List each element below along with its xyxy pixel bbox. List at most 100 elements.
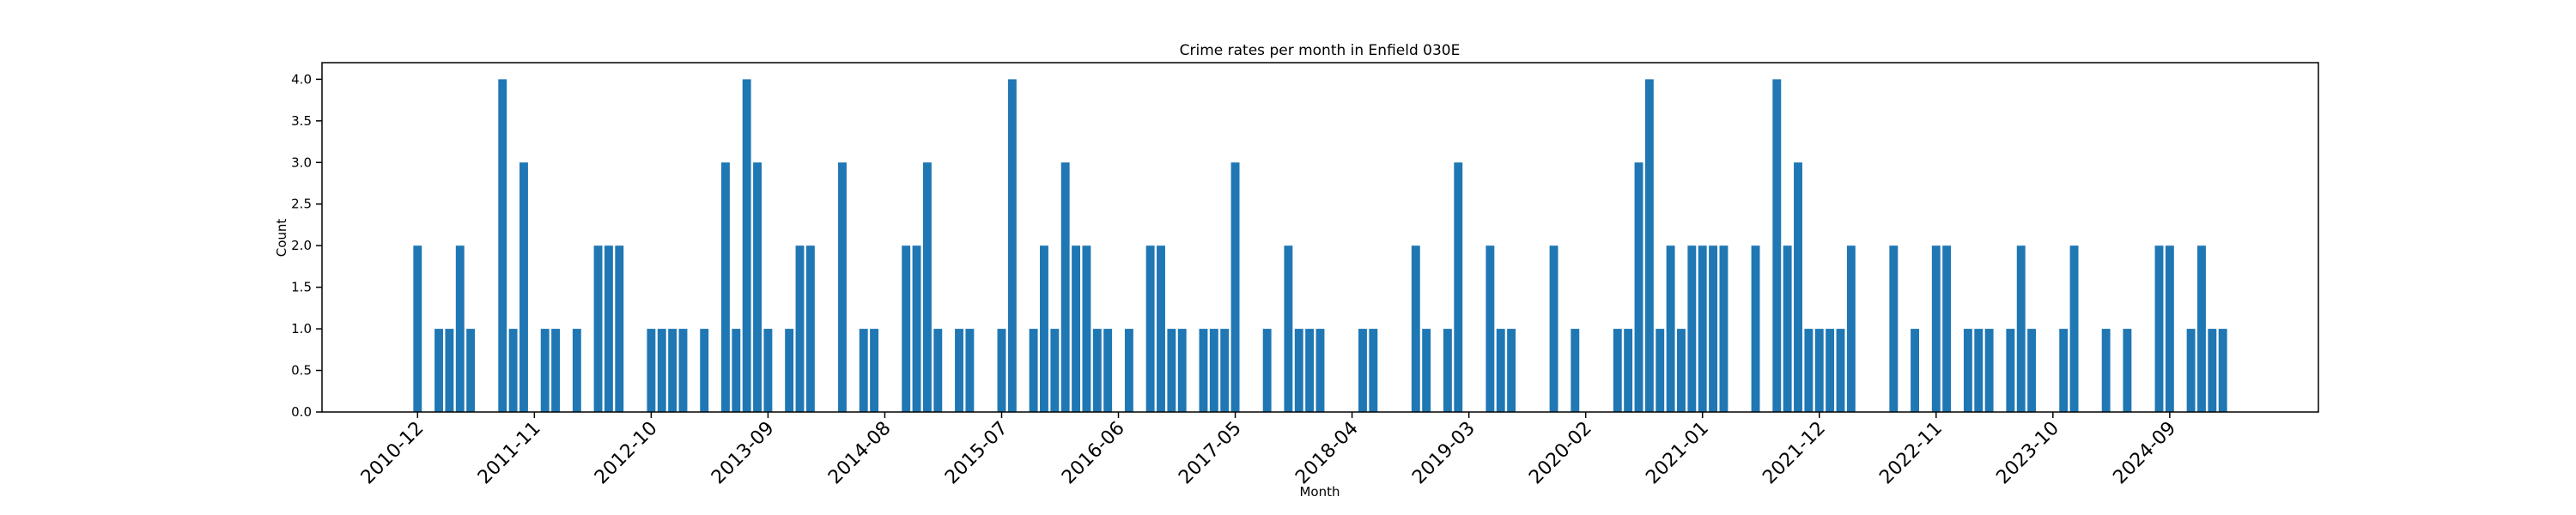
bar <box>1889 245 1899 412</box>
bar <box>1634 162 1643 413</box>
bar <box>1772 79 1782 412</box>
y-tick-label: 2.5 <box>291 197 312 212</box>
bar <box>1496 329 1505 412</box>
y-tick-label: 1.5 <box>291 280 312 295</box>
x-tick-label: 2014-08 <box>824 418 896 489</box>
y-tick-label: 1.0 <box>291 321 312 336</box>
bar <box>434 329 443 412</box>
bar <box>721 162 730 413</box>
bar <box>2069 245 2079 412</box>
y-tick-label: 2.0 <box>291 238 312 253</box>
bar <box>1826 329 1835 412</box>
bar <box>955 329 963 412</box>
bar <box>615 245 624 412</box>
bar <box>912 245 921 412</box>
bar <box>572 329 581 412</box>
bar <box>1284 245 1293 412</box>
bar <box>2059 329 2069 412</box>
x-tick-label: 2024-09 <box>2109 418 2180 489</box>
x-tick-label: 2012-10 <box>591 418 662 489</box>
bar <box>1422 329 1431 412</box>
bar <box>1804 329 1814 412</box>
bar <box>859 329 868 412</box>
bar <box>838 162 847 413</box>
x-tick-label: 2016-06 <box>1058 418 1129 489</box>
bar <box>1411 245 1420 412</box>
bar <box>519 162 528 413</box>
bar <box>2016 245 2026 412</box>
bar <box>785 329 794 412</box>
bar <box>1443 329 1452 412</box>
bar <box>1613 329 1622 412</box>
plot-frame <box>321 62 2319 413</box>
y-axis-label: Count <box>274 219 289 258</box>
bar <box>1157 245 1165 412</box>
bar <box>1507 329 1516 412</box>
bar <box>657 329 666 412</box>
bar <box>763 329 773 412</box>
bar <box>997 329 1006 412</box>
bar <box>1199 329 1208 412</box>
x-tick-label: 2020-02 <box>1525 418 1596 489</box>
bar <box>1294 329 1303 412</box>
bar <box>1040 245 1048 412</box>
bar <box>1677 329 1686 412</box>
bar <box>540 329 550 412</box>
bar <box>1698 245 1707 412</box>
bar <box>604 245 613 412</box>
bar <box>1007 79 1017 412</box>
bar <box>1549 245 1558 412</box>
y-tick-label: 4.0 <box>291 71 312 87</box>
bar <box>1454 162 1463 413</box>
bar <box>2006 329 2015 412</box>
bar <box>1719 245 1728 412</box>
bar <box>1942 245 1952 412</box>
bar <box>1369 329 1378 412</box>
bar <box>795 245 805 412</box>
bar <box>1220 329 1230 412</box>
bar <box>870 329 879 412</box>
x-tick-label: 2019-03 <box>1408 418 1479 489</box>
bar <box>1751 245 1760 412</box>
bar <box>1931 245 1941 412</box>
bar <box>1984 329 1994 412</box>
bar <box>933 329 943 412</box>
x-tick-label: 2017-05 <box>1175 418 1246 489</box>
bar <box>922 162 932 413</box>
bar <box>551 329 561 412</box>
bar <box>1687 245 1697 412</box>
bar <box>1230 162 1240 413</box>
bar <box>1974 329 1984 412</box>
bar <box>1794 162 1802 413</box>
bar <box>1666 245 1675 412</box>
bar <box>700 329 709 412</box>
bar <box>1814 329 1824 412</box>
bar <box>498 79 507 412</box>
bar <box>805 245 815 412</box>
chart-title: Crime rates per month in Enfield 030E <box>1180 42 1461 59</box>
x-tick-label: 2022-11 <box>1875 418 1947 489</box>
y-tick-label: 0.0 <box>291 404 312 420</box>
bar <box>647 329 656 412</box>
bar <box>1571 329 1580 412</box>
bar <box>1177 329 1187 412</box>
x-tick-label: 2018-04 <box>1291 418 1363 489</box>
bar <box>1305 329 1315 412</box>
bar <box>2208 329 2217 412</box>
bar <box>2027 329 2037 412</box>
bar <box>2101 329 2111 412</box>
bar <box>1836 329 1845 412</box>
bar <box>2218 329 2227 412</box>
x-axis-label: Month <box>1299 484 1340 500</box>
x-tick-label: 2021-12 <box>1759 418 1830 489</box>
bar <box>1262 329 1272 412</box>
bar <box>2123 329 2132 412</box>
x-tick-label: 2023-10 <box>1992 418 2063 489</box>
bar <box>593 245 603 412</box>
y-tick-label: 3.5 <box>291 113 312 129</box>
bar <box>1060 162 1070 413</box>
bar <box>1709 245 1718 412</box>
bar <box>1072 245 1081 412</box>
bar <box>965 329 975 412</box>
